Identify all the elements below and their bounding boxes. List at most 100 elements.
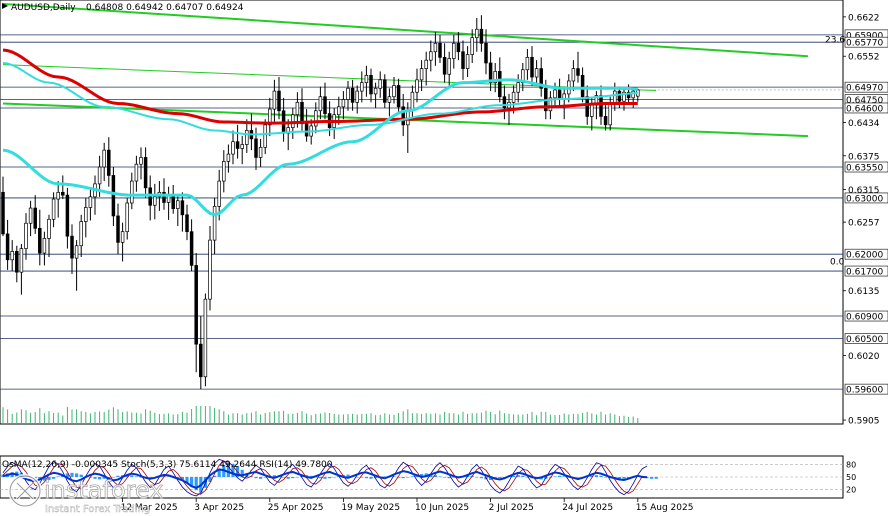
osma-bar: [194, 477, 198, 491]
x-tick-label: 25 Apr 2025: [268, 503, 324, 513]
time-axis: 12 Mar 2025 3 Apr 2025 25 Apr 2025 19 May 2…: [121, 498, 694, 513]
x-tick-label: 12 Mar 2025: [121, 503, 178, 513]
candle-body: [268, 108, 272, 126]
candle-body: [120, 231, 125, 243]
x-tick-label: 15 Aug 2025: [636, 503, 694, 513]
candle-body: [387, 96, 392, 103]
oscillator-level-label: 20: [846, 486, 856, 495]
oscillator-level-label: 80: [846, 460, 856, 469]
candle-body: [369, 75, 373, 95]
osma-bar: [355, 477, 359, 478]
candle-body: [194, 265, 198, 345]
osma-bar: [47, 477, 51, 480]
osma-bar: [406, 477, 410, 478]
osma-bar: [226, 462, 230, 477]
osma-bar: [410, 476, 414, 477]
osma-bar: [272, 475, 276, 477]
candle-body: [162, 191, 166, 203]
osma-bar: [516, 475, 520, 477]
candle-body: [465, 54, 470, 69]
candle-body: [484, 42, 488, 64]
osma-bar: [650, 477, 654, 479]
candle-body: [479, 28, 484, 44]
candle-body: [438, 42, 442, 58]
chart-menu-icon[interactable]: [2, 3, 8, 9]
candle-body: [360, 82, 364, 92]
osma-bar: [553, 476, 557, 477]
candle-body: [10, 251, 14, 261]
osma-bar: [190, 477, 194, 487]
osma-bar: [383, 476, 387, 477]
candle-body: [254, 138, 258, 158]
level-label: 0.60900: [846, 313, 883, 323]
osma-bar: [392, 476, 396, 477]
level-label: 0.60500: [846, 335, 883, 345]
osma-bar: [525, 477, 529, 478]
candle-body: [401, 106, 405, 126]
osma-bar: [562, 476, 566, 477]
moving-averages: [2, 48, 638, 217]
fib-label-0-0: 0.0: [830, 257, 845, 267]
osma-bar: [208, 477, 212, 482]
osma-bar: [314, 477, 318, 478]
x-tick-label: 24 Jul 2025: [562, 503, 613, 513]
candle-body: [203, 298, 208, 378]
osma-bar: [617, 477, 621, 480]
candle-body: [97, 166, 102, 185]
osma-bar: [346, 474, 350, 477]
y-tick-label: 0.5905: [848, 417, 880, 427]
candle-body: [318, 96, 323, 112]
candle-body: [38, 227, 42, 254]
candle-body: [61, 191, 65, 196]
fib-label-23-6: 23.6: [825, 35, 845, 45]
osma-bar: [318, 477, 322, 479]
candle-body: [171, 194, 175, 209]
osma-bar: [291, 477, 295, 479]
candle-body: [300, 101, 304, 125]
osma-bar: [70, 472, 74, 477]
level-label-box: [844, 81, 888, 93]
oscillator-panel: 80 50 20: [0, 458, 856, 497]
osma-bar: [231, 463, 235, 477]
osma-bar: [295, 477, 299, 478]
osma-bar: [475, 477, 479, 478]
candle-body: [153, 196, 157, 206]
candle-body: [24, 222, 28, 249]
osma-bar: [443, 477, 447, 478]
level-label-box: [844, 265, 888, 277]
osma-bar: [185, 477, 189, 483]
y-tick-label: 0.6020: [848, 352, 880, 362]
candle-body: [622, 91, 626, 102]
candle-body: [373, 87, 378, 95]
osma-bar: [438, 476, 442, 477]
candle-body: [226, 153, 231, 162]
candle-body: [553, 89, 557, 99]
osma-bar: [38, 477, 42, 480]
watermark-tagline: Instant Forex Trading: [45, 504, 150, 515]
osma-bar: [102, 477, 106, 479]
candle-body: [240, 144, 244, 149]
candle-body: [107, 149, 111, 176]
candle-body: [576, 68, 580, 76]
candle-body: [392, 85, 396, 98]
y-tick-label: 0.6622: [848, 13, 880, 23]
candle-body: [525, 57, 530, 71]
osma-bar: [98, 477, 102, 480]
osma-bar: [300, 475, 304, 477]
candle-body: [134, 163, 139, 182]
candle-body: [185, 214, 189, 233]
oscillator-level-label: 50: [846, 473, 856, 482]
osma-bar: [249, 476, 253, 477]
watermark-brand: instaforex: [44, 476, 164, 504]
osma-bar: [139, 477, 143, 478]
candle-body: [102, 149, 106, 168]
candle-body: [585, 96, 589, 117]
level-label: 0.59600: [846, 386, 883, 396]
osma-bar: [364, 477, 368, 479]
candle-body: [613, 90, 617, 103]
chart-header-symbol: AUDUSD,Daily: [11, 3, 76, 13]
candle-body: [125, 202, 129, 233]
level-label-box: [844, 36, 888, 48]
